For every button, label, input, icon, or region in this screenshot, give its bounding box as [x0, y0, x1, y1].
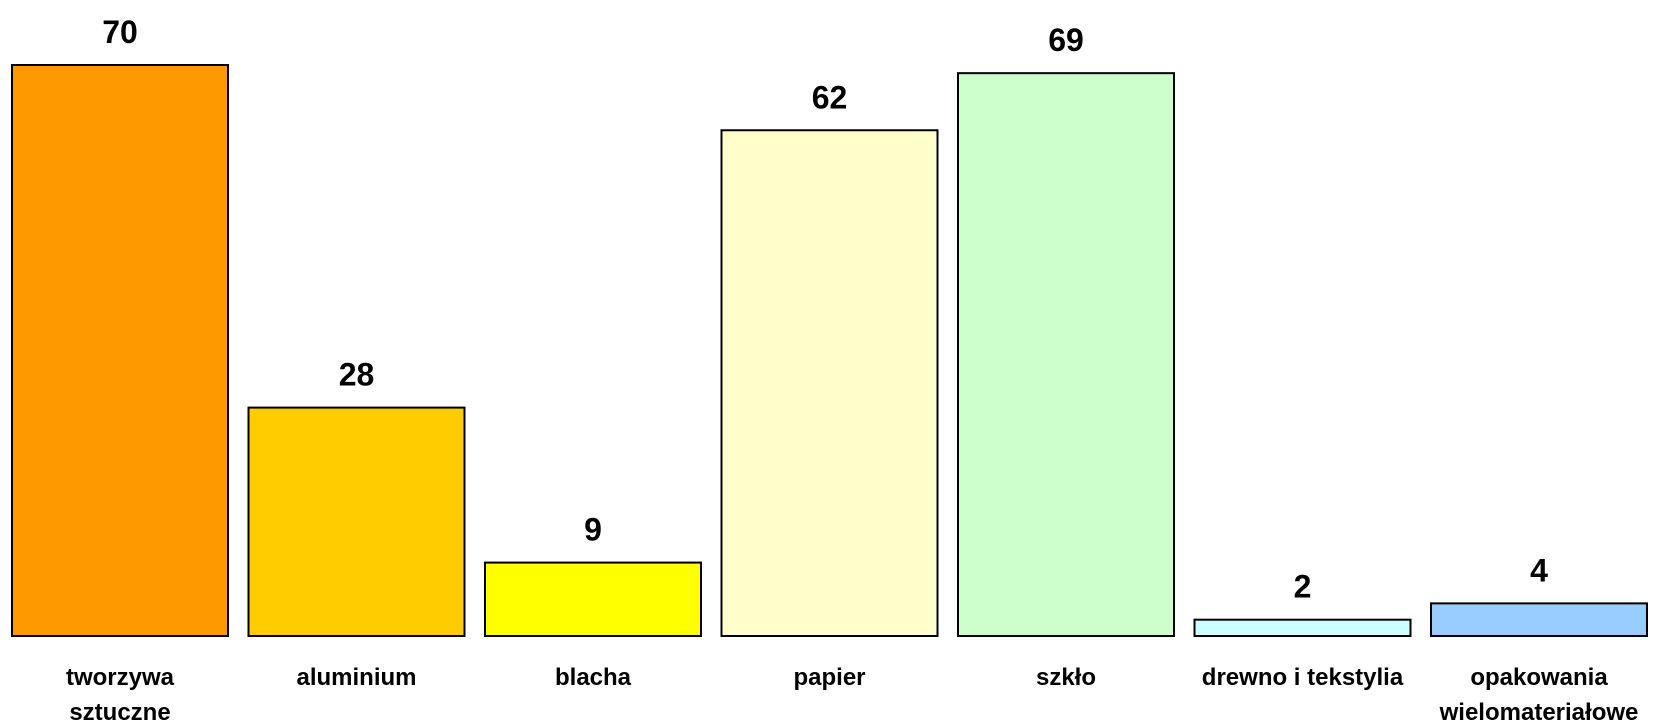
category-label-line: drewno i tekstylia [1202, 664, 1404, 691]
category-label-line: szkło [1036, 664, 1096, 691]
category-label-line: tworzywa [66, 664, 175, 691]
data-label-3: 62 [812, 79, 848, 115]
bar-1 [247, 406, 466, 637]
category-labels-group: tworzywa sztuczne aluminium blacha papier szk… [66, 664, 1638, 723]
category-label-1: aluminium [296, 664, 416, 691]
bar-4 [957, 72, 1175, 637]
bar-3 [720, 129, 939, 637]
category-label-line: wielomateriałowe [1439, 699, 1639, 723]
category-label-line: aluminium [296, 664, 416, 691]
data-label-0: 70 [102, 14, 138, 50]
data-label-4: 69 [1048, 22, 1084, 58]
category-label-2: blacha [555, 664, 632, 691]
bar-6 [1430, 602, 1648, 637]
category-label-5: drewno i tekstylia [1202, 664, 1404, 691]
data-label-1: 28 [339, 357, 375, 393]
category-label-line: papier [793, 664, 865, 691]
category-label-line: sztuczne [69, 699, 170, 723]
bars-group [11, 64, 1648, 638]
value-labels-group: 70 28 9 62 69 2 4 [102, 14, 1548, 605]
category-label-0: tworzywa sztuczne [66, 664, 175, 723]
category-label-3: papier [793, 664, 865, 691]
category-label-line: blacha [555, 664, 632, 691]
data-label-2: 9 [584, 512, 602, 548]
data-label-5: 2 [1294, 569, 1312, 605]
data-label-6: 4 [1530, 552, 1548, 588]
bar-5 [1193, 618, 1412, 638]
category-label-line: opakowania [1470, 664, 1608, 691]
category-label-6: opakowania wielomateriałowe [1439, 664, 1639, 723]
bar-2 [484, 561, 702, 637]
bar-0 [11, 64, 229, 637]
category-label-4: szkło [1036, 664, 1096, 691]
